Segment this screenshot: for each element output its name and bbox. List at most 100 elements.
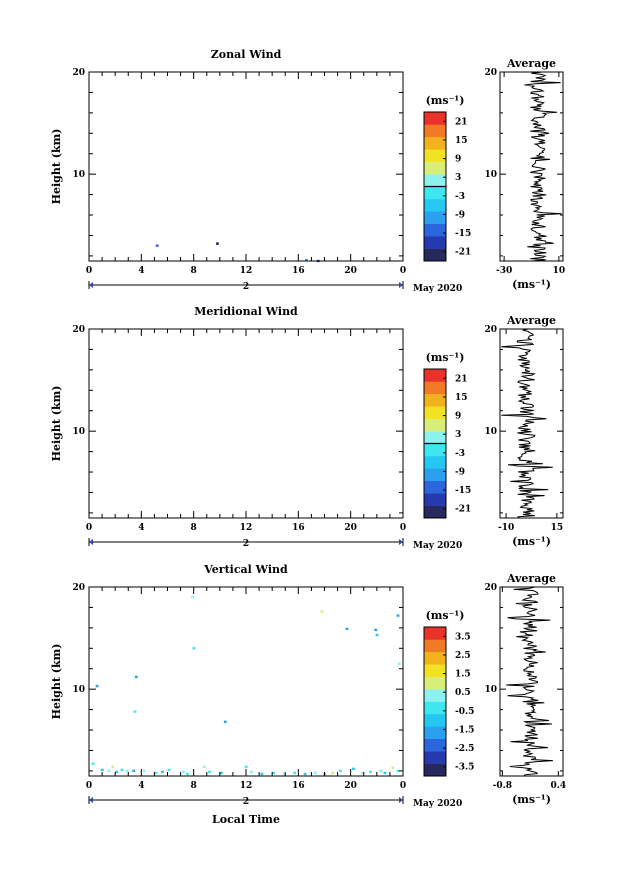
data-point (107, 769, 111, 773)
data-point (345, 627, 349, 631)
colorbar-swatch (424, 198, 446, 212)
colorbar-tick-label: 21 (455, 117, 468, 127)
profile-x-label: (ms⁻¹) (512, 793, 551, 806)
data-point (383, 771, 387, 775)
colorbar-swatch (424, 223, 446, 237)
data-point (375, 633, 379, 637)
colorbar-tick-label: 9 (455, 412, 461, 422)
colorbar-tick-label: 3 (455, 430, 461, 440)
data-point (155, 244, 159, 247)
day-axis-end (399, 282, 403, 288)
data-point (314, 771, 317, 775)
y-axis-label: Height (km) (50, 129, 63, 205)
x-tick-label: 0 (86, 781, 92, 791)
data-point (208, 770, 211, 774)
data-point (133, 710, 137, 713)
colorbar-swatch (424, 763, 446, 777)
data-point (374, 628, 378, 632)
average-profile: Average 10 20 -10 15(ms⁻¹) (484, 314, 564, 548)
day-label: 2 (243, 282, 249, 292)
x-tick-label: 0 (86, 266, 92, 276)
colorbar-tick-label: -15 (455, 229, 471, 239)
colorbar-tick-label: -1.5 (455, 725, 474, 735)
colorbar-swatch (424, 112, 446, 125)
colorbar-tick-label: 3 (455, 173, 461, 183)
data-point (134, 675, 138, 679)
colorbar-swatch (424, 149, 446, 162)
colorbar-tick-label: 1.5 (455, 670, 471, 680)
data-point (320, 610, 324, 613)
profile-line (524, 71, 562, 262)
colorbar-tick-label: -15 (455, 486, 471, 496)
date-label: May 2020 (413, 799, 462, 809)
profile-line (501, 328, 553, 519)
colorbar-swatch (424, 124, 446, 138)
panel-1: Zonal Wind 0 4 8 12 16 20 0 10 20 Height (km) 2 May … (50, 48, 565, 294)
day-axis-end (399, 539, 403, 545)
colorbar-swatch (424, 381, 446, 395)
x-tick-label: 0 (400, 266, 406, 276)
day-axis-end (399, 797, 403, 803)
profile-y-tick-label: 20 (484, 583, 497, 593)
colorbar-swatch (424, 468, 446, 482)
colorbar-tick-label: 9 (455, 155, 461, 165)
colorbar-unit: (ms⁻¹) (426, 609, 465, 622)
colorbar-unit: (ms⁻¹) (426, 94, 465, 107)
x-tick-label: 20 (344, 523, 357, 533)
colorbar-unit: (ms⁻¹) (426, 351, 465, 364)
data-point (125, 769, 129, 773)
profile-line (506, 586, 553, 777)
colorbar-swatch (424, 136, 446, 150)
day-label: 2 (243, 539, 249, 549)
data-point (185, 772, 189, 776)
profile-y-tick-label: 10 (484, 170, 497, 180)
colorbar-tick-label: 15 (455, 393, 468, 403)
data-point (182, 770, 185, 774)
data-point (331, 771, 334, 775)
data-point (132, 769, 136, 773)
data-point (339, 769, 342, 773)
x-tick-label: 4 (138, 266, 144, 276)
data-point (120, 768, 124, 772)
data-point (216, 242, 219, 245)
colorbar-swatch (424, 431, 446, 444)
colorbar-swatch (424, 627, 446, 640)
panel-title: Meridional Wind (194, 305, 298, 318)
colorbar-tick-label: 21 (455, 374, 468, 384)
profile-x-tick-label: -0.8 (493, 781, 512, 791)
colorbar-tick-label: -3.5 (455, 763, 474, 773)
colorbar-swatch (424, 406, 446, 419)
colorbar-swatch (424, 369, 446, 382)
panel-title: Vertical Wind (203, 563, 288, 576)
colorbar-swatch (424, 726, 446, 740)
data-point (142, 769, 146, 773)
colorbar-swatch (424, 751, 446, 764)
colorbar-swatch (424, 418, 446, 432)
colorbar-frame (423, 626, 447, 777)
colorbar-swatch (424, 738, 446, 752)
colorbar-tick-label: -2.5 (455, 744, 474, 754)
day-axis-start (89, 539, 93, 545)
data-point (244, 765, 248, 769)
data-point (396, 614, 400, 617)
x-tick-label: 12 (240, 781, 253, 791)
plot-frame (88, 328, 404, 519)
y-axis-label: Height (km) (50, 644, 63, 720)
profile-y-tick-label: 20 (484, 68, 497, 78)
colorbar-tick-label: 15 (455, 136, 468, 146)
data-point (91, 762, 95, 765)
profile-y-tick-label: 10 (484, 427, 497, 437)
x-axis-label: Local Time (212, 813, 280, 826)
data-point (272, 771, 276, 775)
data-point (161, 770, 164, 774)
date-label: May 2020 (413, 541, 462, 551)
profile-y-tick-label: 20 (484, 325, 497, 335)
y-tick-label: 20 (72, 68, 85, 78)
data-point (396, 769, 400, 773)
colorbar-swatch (424, 664, 446, 677)
colorbar-swatch (424, 186, 446, 200)
x-tick-label: 4 (138, 781, 144, 791)
colorbar-swatch (424, 455, 446, 469)
colorbar-swatch (424, 248, 446, 262)
panel-title: Zonal Wind (211, 48, 282, 61)
